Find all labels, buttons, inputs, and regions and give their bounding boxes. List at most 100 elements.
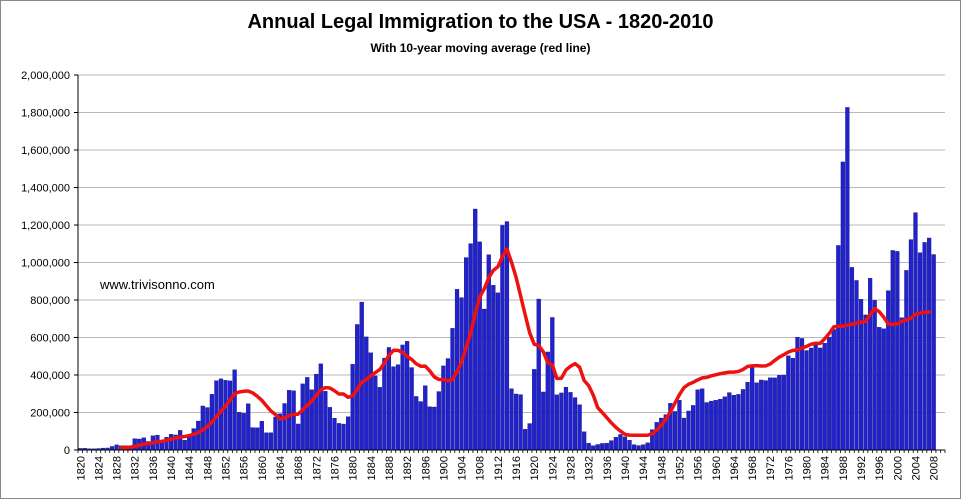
bar-1999: [890, 250, 895, 451]
bar-1924: [550, 317, 555, 451]
bar-1862: [268, 432, 274, 451]
x-tick-label: 1836: [148, 456, 160, 480]
bar-1995: [872, 300, 877, 451]
bar-2005: [917, 252, 923, 451]
bar-1967: [745, 381, 750, 451]
x-tick-label: 1944: [638, 456, 650, 480]
bar-1922: [541, 391, 546, 451]
bar-1878: [341, 423, 346, 451]
x-tick-label: 2000: [892, 456, 904, 480]
bar-1857: [246, 403, 251, 451]
bar-1935: [600, 443, 605, 451]
x-tick-label: 1844: [184, 456, 196, 480]
x-tick-label: 1852: [221, 456, 233, 480]
y-tick-label: 1,200,000: [21, 220, 70, 232]
bar-1965: [736, 394, 741, 451]
bar-1916: [513, 393, 519, 451]
bar-1896: [423, 385, 428, 451]
bar-1911: [491, 285, 496, 451]
bar-1882: [359, 301, 364, 451]
y-tick-label: 0: [64, 445, 70, 457]
bar-1888: [386, 347, 392, 451]
bar-1976: [786, 355, 791, 451]
bar-1938: [613, 437, 619, 451]
y-tick-label: 1,600,000: [21, 145, 70, 157]
bar-1894: [414, 396, 419, 451]
bar-1990: [849, 267, 855, 451]
y-tick-label: 600,000: [30, 333, 70, 345]
bar-1858: [250, 427, 255, 451]
bar-1998: [886, 290, 891, 451]
bar-1943: [636, 445, 641, 451]
bar-1870: [305, 377, 310, 451]
bar-2004: [913, 212, 918, 451]
bar-1902: [450, 328, 455, 451]
bar-1854: [232, 369, 237, 451]
bar-1968: [749, 364, 755, 451]
x-tick-label: 1992: [856, 456, 868, 480]
bar-1991: [854, 280, 859, 451]
bar-1940: [622, 436, 628, 451]
bar-2000: [895, 251, 900, 451]
x-tick-label: 1828: [112, 456, 124, 480]
bar-1883: [364, 336, 369, 451]
bar-1908: [477, 241, 482, 451]
bar-1901: [445, 358, 451, 451]
bar-1880: [350, 364, 355, 451]
bar-1868: [296, 423, 301, 451]
x-tick-label: 1876: [329, 456, 341, 480]
x-tick-label: 1912: [493, 456, 505, 480]
y-tick-label: 200,000: [30, 408, 70, 420]
x-tick-label: 1924: [547, 456, 559, 480]
bar-1954: [686, 410, 691, 451]
x-tick-label: 1968: [747, 456, 759, 480]
bar-1953: [681, 417, 687, 451]
axes: 0 200,000 400,000 600,000 800,000 1,000,000 1,…: [21, 70, 946, 480]
x-tick-label: 1916: [511, 456, 523, 480]
x-tick-label: 1864: [275, 456, 287, 480]
bar-1996: [877, 327, 882, 451]
bar-1932: [586, 443, 591, 451]
bar-1962: [722, 396, 727, 451]
x-tick-label: 1896: [420, 456, 432, 480]
bar-1843: [182, 440, 187, 451]
bar-1964: [731, 395, 737, 451]
y-tick-label: 800,000: [30, 295, 70, 307]
x-tick-label: 1860: [257, 456, 269, 480]
bar-1969: [754, 382, 759, 451]
bar-1934: [595, 444, 600, 451]
bar-1925: [554, 394, 559, 451]
x-tick-label: 1960: [711, 456, 723, 480]
x-tick-label: 2004: [910, 456, 922, 480]
bar-1852: [223, 380, 228, 451]
x-tick-label: 1976: [783, 456, 795, 480]
x-tick-label: 1920: [529, 456, 541, 480]
bar-1874: [323, 391, 328, 451]
bar-1890: [395, 364, 401, 451]
bar-1872: [314, 373, 319, 451]
bar-1929: [572, 397, 578, 451]
x-tick-label: 1872: [311, 456, 323, 480]
bar-1915: [509, 388, 514, 451]
bar-1886: [377, 387, 382, 451]
bar-1971: [763, 380, 768, 451]
bar-1933: [591, 445, 596, 451]
x-tick-label: 1856: [239, 456, 251, 480]
x-tick-label: 1868: [293, 456, 305, 480]
bar-1957: [700, 388, 705, 451]
bar-1980: [804, 350, 809, 451]
bar-1887: [382, 357, 387, 451]
x-tick-label: 1884: [366, 456, 378, 480]
bar-1945: [645, 442, 650, 451]
chart-title: Annual Legal Immigration to the USA - 18…: [247, 11, 714, 33]
bar-1960: [713, 400, 718, 451]
bar-2007: [927, 237, 932, 451]
bar-1988: [840, 161, 845, 451]
bar-1961: [718, 398, 723, 451]
bar-2008: [931, 254, 936, 451]
y-tick-label: 2,000,000: [21, 70, 70, 82]
x-tick-label: 1952: [674, 456, 686, 480]
bar-1885: [373, 375, 378, 451]
bar-1853: [227, 380, 233, 451]
